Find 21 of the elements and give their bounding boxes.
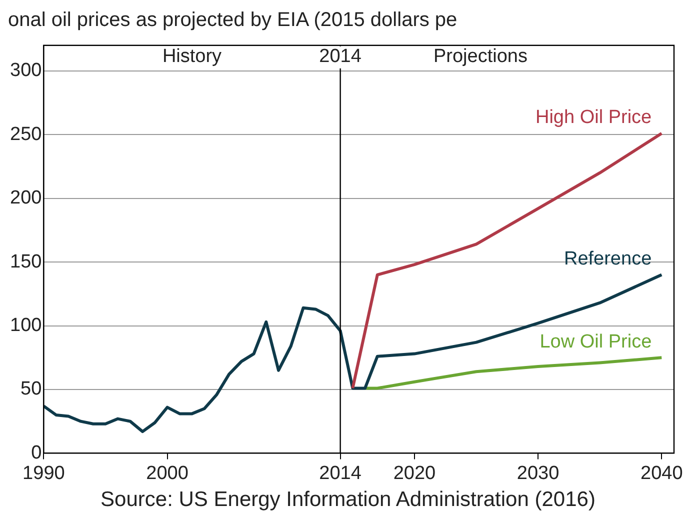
source-note: Source: US Energy Information Administration (2016) [100,488,596,512]
y-tick-label: 250 [10,124,42,145]
x-tick-label: 2014 [319,462,362,484]
y-tick-label: 50 [20,378,42,400]
x-tick-label: 1990 [22,462,65,484]
x-tick-label: 2040 [640,462,683,484]
x-tick-label: 2000 [146,462,188,484]
y-tick-label: 150 [10,251,42,272]
y-tick-label: 300 [10,60,42,82]
series-label: High Oil Price [535,107,652,128]
x-tick-label: 2030 [516,462,560,484]
annotation: History [162,46,222,68]
y-tick-label: 200 [10,188,42,209]
y-tick-label: 0 [31,442,42,464]
series-label: Low Oil Price [540,331,652,352]
y-tick-label: 100 [10,314,42,336]
x-tick-label: 2020 [393,462,436,484]
series-label: Reference [564,248,652,270]
ref-line-label: 2014 [319,46,362,68]
chart-title: onal oil prices as projected by EIA (2015 dollars pe [8,8,458,32]
annotation: Projections [433,46,528,68]
